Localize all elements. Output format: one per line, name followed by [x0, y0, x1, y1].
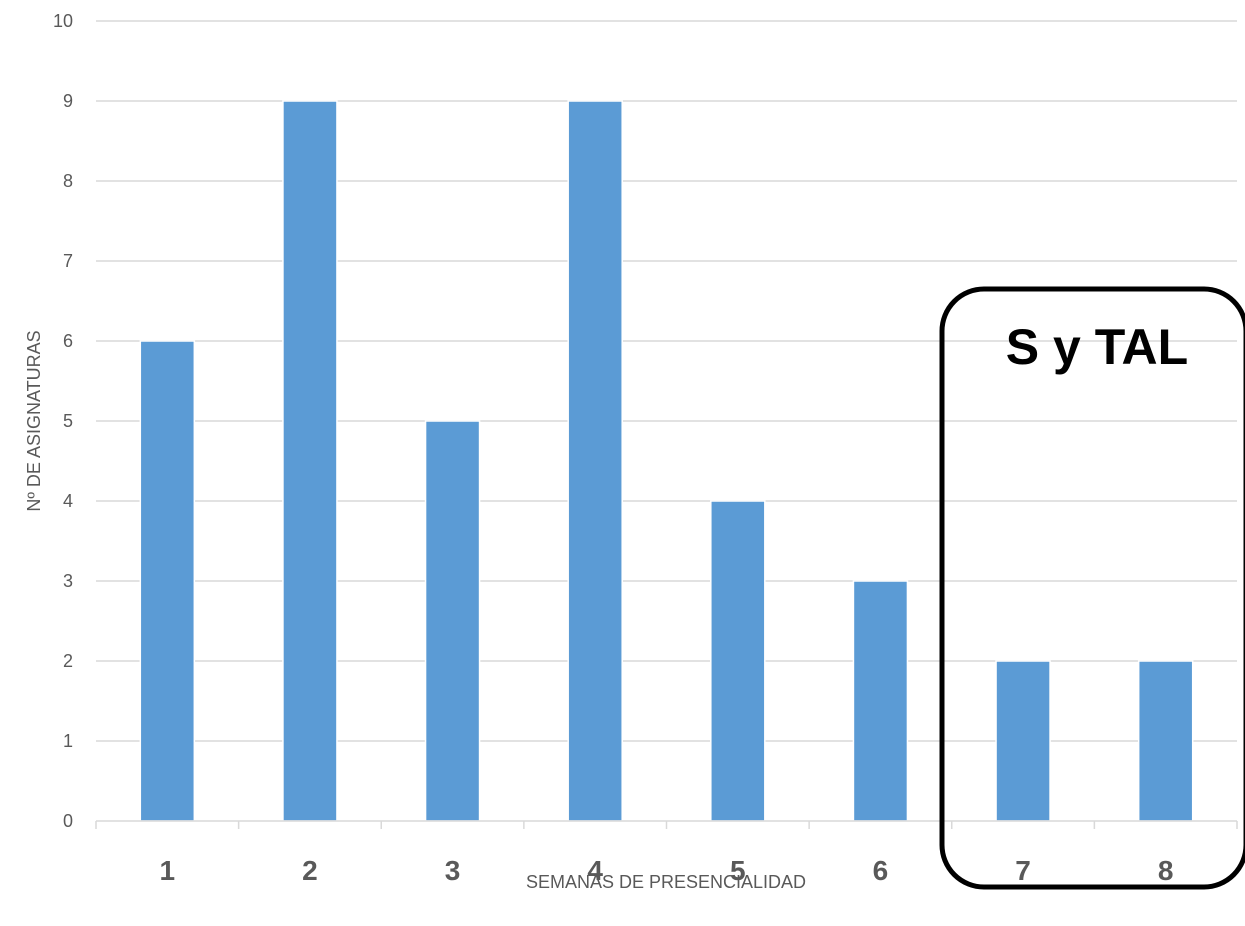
x-tick-label: 1 [160, 855, 176, 886]
x-tick-label: 2 [302, 855, 318, 886]
annotation-label: S y TAL [1006, 319, 1188, 375]
annotation-box [939, 286, 1245, 890]
y-tick-label: 5 [63, 411, 73, 431]
bar [852, 580, 909, 822]
y-tick-label: 1 [63, 731, 73, 751]
bar [1137, 660, 1194, 822]
x-tick-label: 6 [873, 855, 889, 886]
bar [282, 100, 338, 822]
y-tick-label: 4 [63, 491, 73, 511]
y-axis-ticks: 0 1 2 3 4 5 6 7 8 9 10 [53, 11, 73, 831]
y-tick-label: 8 [63, 171, 73, 191]
x-tick-label: 3 [445, 855, 461, 886]
y-tick-label: 9 [63, 91, 73, 111]
x-tick-label: 4 [587, 855, 603, 886]
bar [710, 500, 766, 822]
y-tick-label: 2 [63, 651, 73, 671]
bar [424, 420, 481, 822]
y-tick-label: 3 [63, 571, 73, 591]
bar [139, 340, 196, 822]
x-axis [95, 820, 1238, 829]
bar [995, 660, 1051, 822]
y-tick-label: 6 [63, 331, 73, 351]
x-tick-label: 7 [1015, 855, 1031, 886]
y-tick-label: 10 [53, 11, 73, 31]
y-tick-label: 0 [63, 811, 73, 831]
x-tick-label: 5 [730, 855, 746, 886]
bars [139, 100, 1194, 822]
bar [567, 100, 623, 822]
x-tick-label: 8 [1158, 855, 1174, 886]
x-axis-ticks: 1 2 3 4 5 6 7 8 [160, 855, 1174, 886]
y-axis-label: Nº DE ASIGNATURAS [24, 330, 44, 511]
y-tick-label: 7 [63, 251, 73, 271]
x-axis-label: SEMANAS DE PRESENCIALIDAD [526, 872, 806, 892]
gridlines [96, 20, 1237, 742]
